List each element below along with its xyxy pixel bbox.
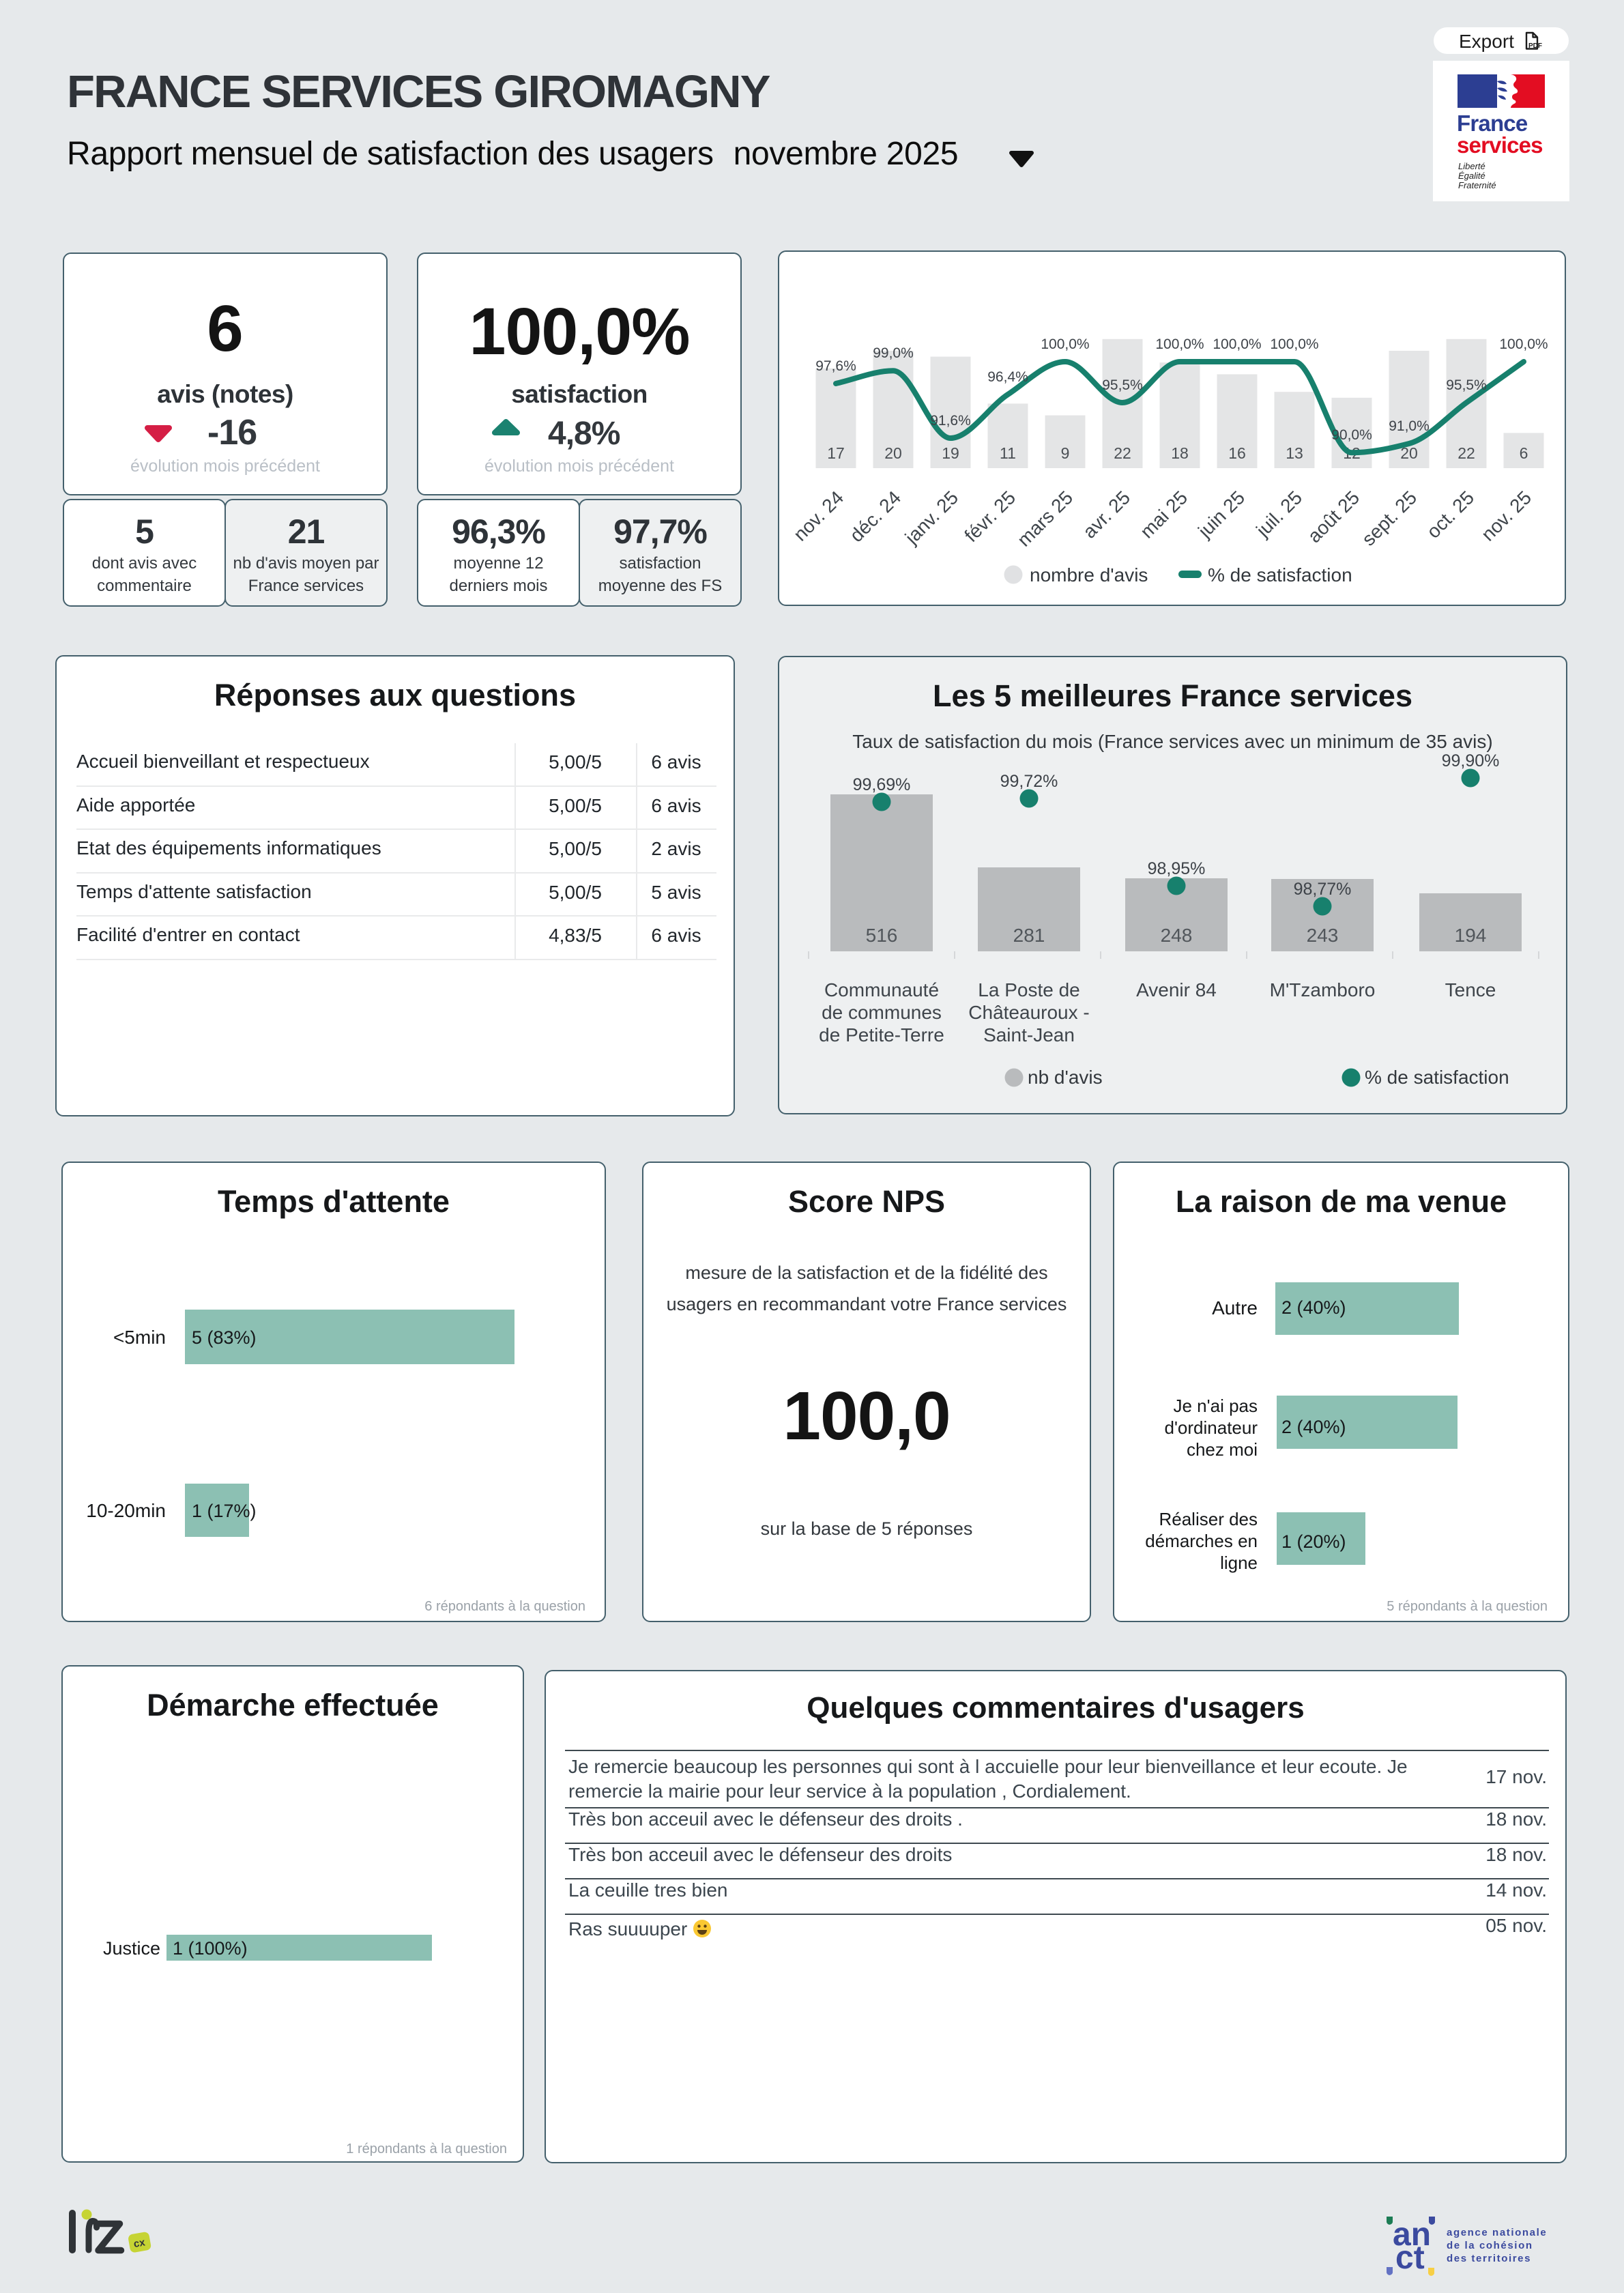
svg-text:20: 20 [884,444,902,462]
svg-text:M'Tzamboro: M'Tzamboro [1270,979,1376,1000]
svg-text:Avenir 84: Avenir 84 [1136,979,1217,1000]
svg-text:13: 13 [1286,444,1303,462]
svg-text:juin 25: juin 25 [1193,487,1249,542]
svg-text:déc. 24: déc. 24 [845,487,905,546]
svg-text:mai 25: mai 25 [1136,487,1191,542]
svg-text:100,0%: 100,0% [1213,336,1261,352]
svg-text:100,0%: 100,0% [1499,336,1548,352]
svg-text:98,77%: 98,77% [1294,880,1352,899]
svg-text:95,5%: 95,5% [1446,377,1487,393]
svg-text:6: 6 [1520,444,1528,462]
svg-text:Saint-Jean: Saint-Jean [983,1024,1075,1045]
svg-text:19: 19 [942,444,959,462]
svg-text:17: 17 [827,444,845,462]
svg-text:France: France [1457,111,1528,136]
svg-text:des territoires: des territoires [1447,2253,1531,2264]
svg-text:99,69%: 99,69% [853,775,911,794]
svg-text:PDF: PDF [1528,42,1542,50]
svg-text:janv. 25: janv. 25 [901,487,963,549]
svg-text:cx: cx [133,2236,147,2250]
svg-text:Fraternité: Fraternité [1458,180,1496,190]
svg-text:Tence: Tence [1445,979,1496,1000]
svg-text:281: 281 [1013,925,1045,946]
svg-text:août 25: août 25 [1303,487,1363,547]
svg-text:99,90%: 99,90% [1442,751,1500,770]
svg-text:nov. 24: nov. 24 [789,487,847,545]
svg-text:de Petite-Terre: de Petite-Terre [819,1024,944,1045]
svg-text:99,0%: 99,0% [873,345,914,361]
svg-text:248: 248 [1161,925,1193,946]
svg-text:91,0%: 91,0% [1389,418,1430,434]
svg-text:Communauté: Communauté [824,979,939,1000]
svg-text:de la cohésion: de la cohésion [1447,2240,1533,2251]
svg-text:nov. 25: nov. 25 [1477,487,1535,545]
svg-text:9: 9 [1061,444,1070,462]
svg-text:% de satisfaction: % de satisfaction [1365,1067,1509,1088]
svg-text:100,0%: 100,0% [1041,336,1089,352]
svg-text:an: an [1393,2217,1431,2253]
svg-text:de communes: de communes [822,1002,942,1023]
svg-text:Égalité: Égalité [1458,171,1485,181]
svg-text:% de satisfaction: % de satisfaction [1208,564,1352,586]
svg-text:Châteauroux -: Châteauroux - [968,1002,1089,1023]
svg-text:243: 243 [1307,925,1339,946]
svg-text:mars 25: mars 25 [1013,487,1077,550]
svg-text:juil. 25: juil. 25 [1251,487,1306,541]
svg-text:22: 22 [1458,444,1475,462]
svg-text:98,95%: 98,95% [1148,859,1206,878]
svg-text:100,0%: 100,0% [1155,336,1204,352]
svg-text:services: services [1457,132,1543,158]
svg-text:90,0%: 90,0% [1331,427,1372,443]
svg-text:agence nationale: agence nationale [1447,2227,1547,2238]
svg-text:nb d'avis: nb d'avis [1028,1067,1103,1088]
svg-text:avr. 25: avr. 25 [1079,487,1134,542]
svg-text:22: 22 [1114,444,1131,462]
svg-text:nombre d'avis: nombre d'avis [1030,564,1148,586]
svg-text:févr. 25: févr. 25 [960,487,1019,546]
svg-text:ct: ct [1395,2240,1425,2276]
svg-text:sept. 25: sept. 25 [1358,487,1421,549]
svg-text:16: 16 [1228,444,1246,462]
svg-text:194: 194 [1455,925,1487,946]
svg-text:96,4%: 96,4% [987,369,1028,385]
svg-text:100,0%: 100,0% [1270,336,1318,352]
svg-text:oct. 25: oct. 25 [1423,487,1478,542]
svg-text:91,6%: 91,6% [930,413,971,429]
svg-text:18: 18 [1171,444,1189,462]
svg-text:Liberté: Liberté [1458,161,1485,171]
svg-text:La Poste de: La Poste de [978,979,1079,1000]
svg-text:11: 11 [1000,444,1016,462]
svg-text:95,5%: 95,5% [1102,377,1143,393]
svg-text:97,6%: 97,6% [815,358,856,374]
svg-text:516: 516 [866,925,898,946]
svg-text:99,72%: 99,72% [1000,772,1058,791]
